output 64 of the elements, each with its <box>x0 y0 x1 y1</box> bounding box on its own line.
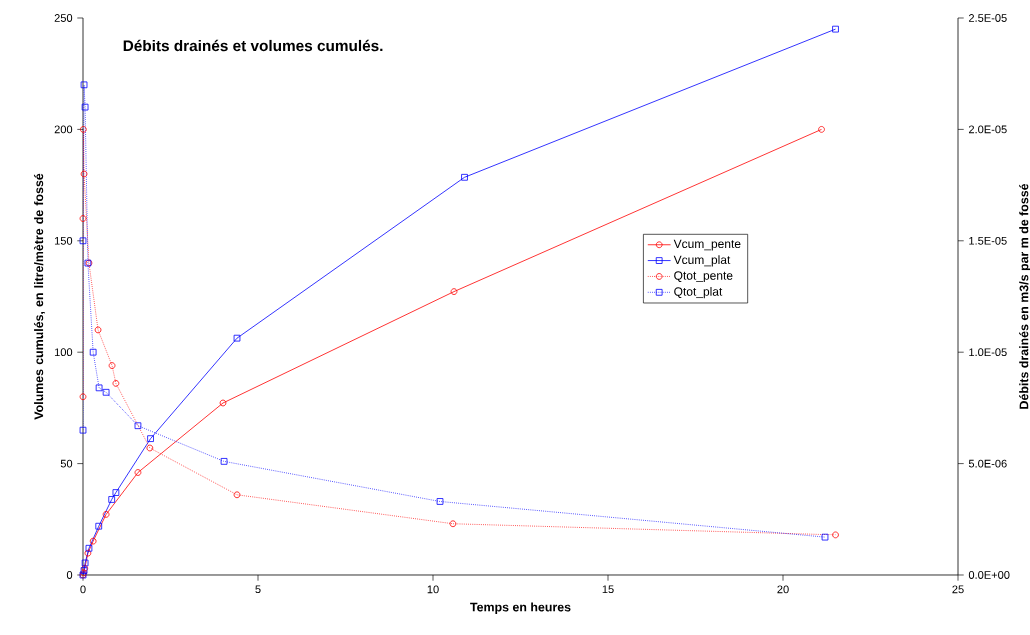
point <box>89 537 97 545</box>
point <box>832 531 839 539</box>
point <box>233 334 241 342</box>
point <box>108 496 116 503</box>
point <box>94 326 102 334</box>
point <box>821 533 829 541</box>
y-tick-label: 50 <box>60 459 73 468</box>
point <box>219 399 227 407</box>
legend-label: Vcum_plat <box>673 255 731 267</box>
x-tick-label: 0 <box>80 585 86 594</box>
point <box>84 549 92 557</box>
point <box>89 348 97 356</box>
y2-tick-label: 2.0E-05 <box>968 125 1007 134</box>
point <box>79 393 87 401</box>
x-tick-label: 20 <box>777 585 789 594</box>
point <box>461 173 468 181</box>
point <box>95 522 103 530</box>
legend-label: Qtot_plat <box>674 286 723 299</box>
y-tick-label: 200 <box>54 125 73 134</box>
point <box>80 170 88 178</box>
point <box>79 426 87 434</box>
point <box>80 81 88 89</box>
point <box>233 491 241 499</box>
x-tick-label: 5 <box>255 585 261 594</box>
x-axis-title: Temps en heures <box>470 602 571 614</box>
y2-tick-label: 5.0E-06 <box>968 459 1007 468</box>
point <box>81 103 89 111</box>
text: Débits drainés et volumes cumulés. <box>123 39 383 52</box>
point <box>134 422 142 430</box>
point <box>79 237 87 245</box>
point <box>102 511 110 518</box>
y2-tick-label: 2.5E-05 <box>968 14 1007 22</box>
point <box>85 544 93 552</box>
point <box>450 288 458 295</box>
y-tick-label: 150 <box>54 236 73 245</box>
point <box>102 388 110 396</box>
y2-tick-label: 0.0E+00 <box>968 571 1010 579</box>
legend-label: Qtot_pente <box>674 271 733 283</box>
point <box>147 435 154 442</box>
x-tick-label: 15 <box>602 585 614 594</box>
y-axis-title: Volumes cumulés, en litre/mètre de fossé <box>33 173 45 420</box>
y-tick-label: 0 <box>66 571 73 579</box>
point <box>108 362 116 369</box>
point <box>449 520 457 528</box>
x-tick-label: 25 <box>952 585 964 594</box>
point <box>112 380 120 387</box>
x-tick-label: 10 <box>427 585 439 594</box>
point <box>146 444 154 452</box>
y2-tick-label: 1.0E-05 <box>969 348 1007 357</box>
legend-label: Vcum_pente <box>673 239 741 251</box>
point <box>818 126 825 133</box>
point <box>112 489 120 496</box>
y-tick-label: 250 <box>54 14 73 22</box>
y2-tick-label: 1.5E-05 <box>969 236 1007 245</box>
point <box>832 25 839 33</box>
point <box>220 458 228 465</box>
point <box>80 126 87 133</box>
y-tick-label: 100 <box>54 348 73 357</box>
point <box>95 384 103 392</box>
y2-axis-title: Débits drainés en m3/s par m de fossé <box>1019 183 1030 409</box>
point <box>79 215 87 222</box>
point <box>436 498 444 505</box>
point <box>134 469 142 476</box>
point <box>81 559 89 567</box>
